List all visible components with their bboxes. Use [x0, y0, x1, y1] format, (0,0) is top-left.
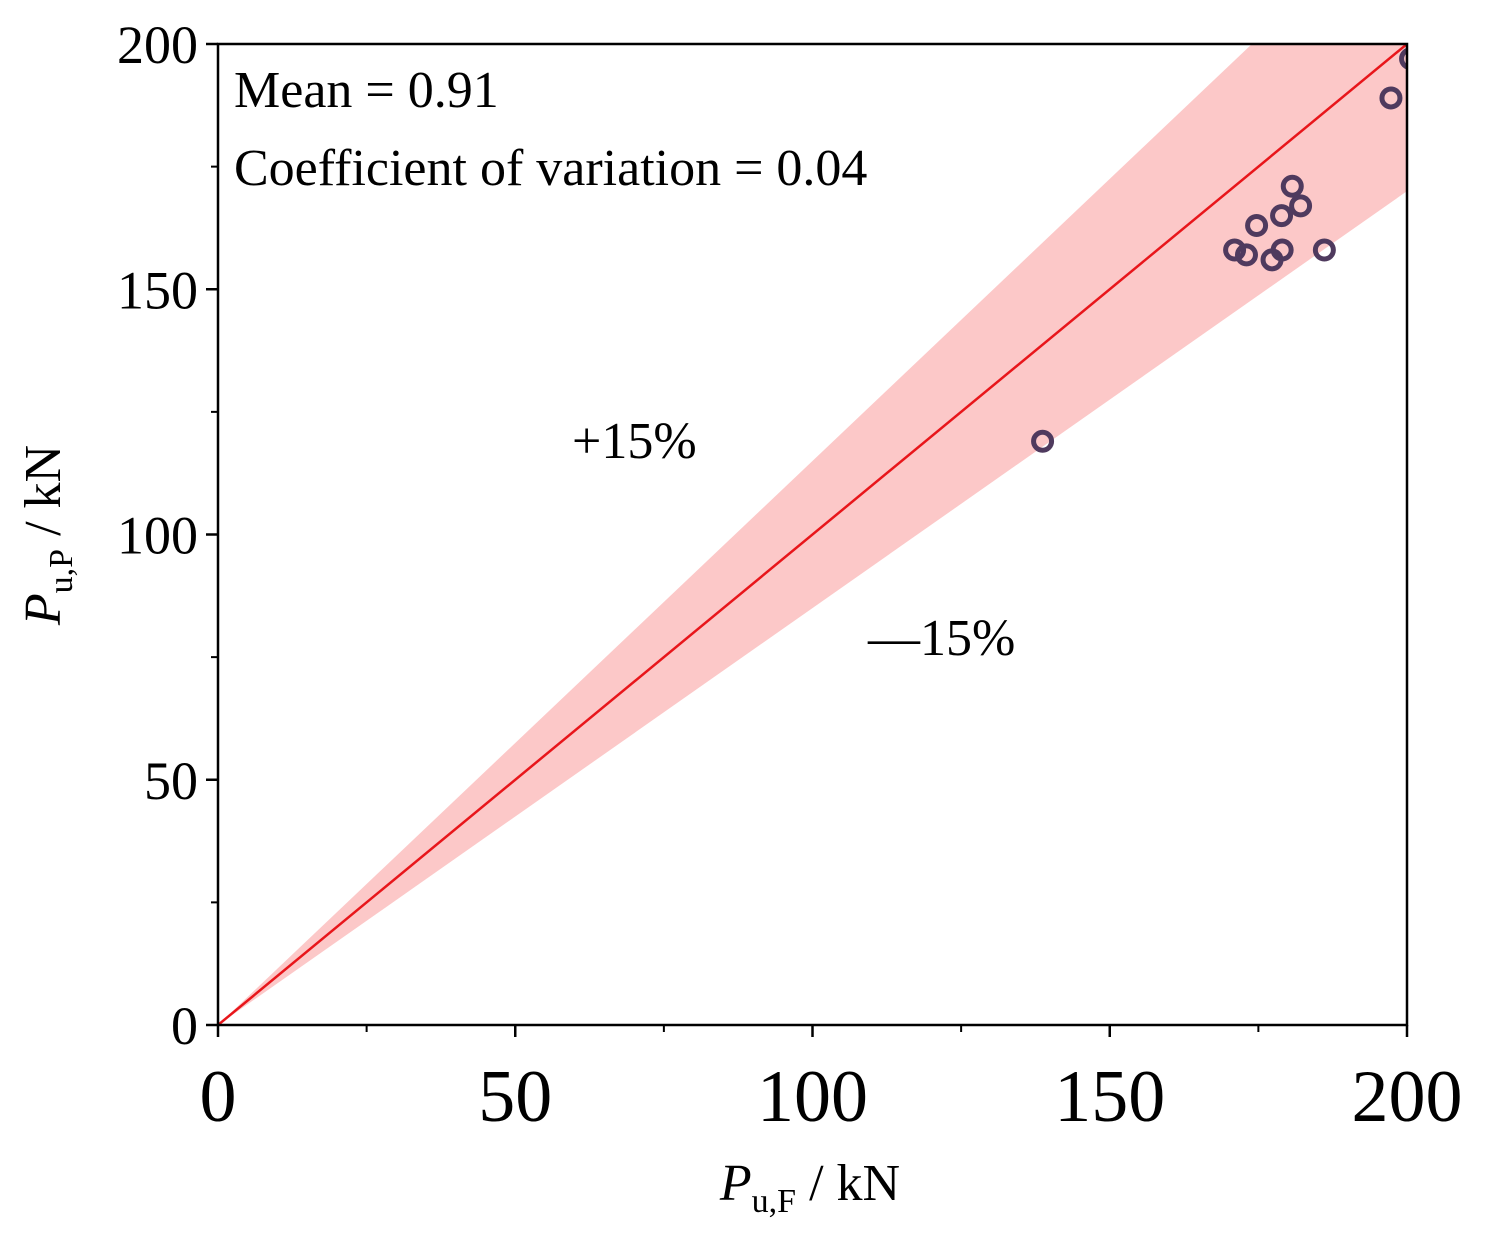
data-point — [1223, 238, 1247, 262]
cov-annotation: Coefficient of variation = 0.04 — [234, 140, 867, 197]
y-tick-label: 200 — [117, 15, 198, 75]
x-axis-unit: / kN — [796, 1155, 900, 1212]
data-point — [1399, 47, 1407, 70]
mean-annotation: Mean = 0.91 — [234, 62, 499, 119]
y-tick-label: 50 — [144, 751, 198, 811]
data-point — [1234, 243, 1258, 267]
y-equals-x-line — [218, 44, 1407, 1025]
lower-band-label: —15% — [867, 610, 1015, 667]
data-point — [1031, 429, 1055, 453]
x-tick-label: 0 — [200, 1056, 237, 1138]
y-axis-subscript: u,P — [43, 549, 80, 593]
data-point — [1280, 174, 1304, 198]
x-tick-label: 50 — [478, 1056, 552, 1138]
y-tick-label: 100 — [117, 506, 198, 566]
data-point — [1270, 238, 1294, 262]
y-axis-title: Pu,P / kN — [15, 445, 80, 626]
x-axis-symbol: P — [719, 1155, 752, 1212]
x-tick-label: 100 — [757, 1056, 868, 1138]
y-axis-unit: / kN — [15, 445, 72, 549]
data-point — [1289, 194, 1313, 218]
reference-line — [218, 44, 1407, 1025]
x-tick-label: 200 — [1352, 1056, 1463, 1138]
data-point — [1379, 86, 1403, 110]
x-tick-label: 150 — [1054, 1056, 1165, 1138]
y-axis-symbol: P — [15, 593, 72, 626]
y-tick-label: 150 — [117, 260, 198, 320]
data-point — [1312, 238, 1336, 262]
data-point — [1270, 204, 1294, 228]
data-points — [1031, 47, 1407, 453]
data-point — [1245, 213, 1269, 237]
axes: 0 50 100 150 200 0 50 100 150 200 — [117, 15, 1463, 1138]
x-axis-title: Pu,F / kN — [719, 1155, 900, 1220]
y-tick-label: 0 — [171, 996, 198, 1056]
upper-band-label: +15% — [572, 413, 697, 470]
x-axis-subscript: u,F — [752, 1183, 796, 1220]
